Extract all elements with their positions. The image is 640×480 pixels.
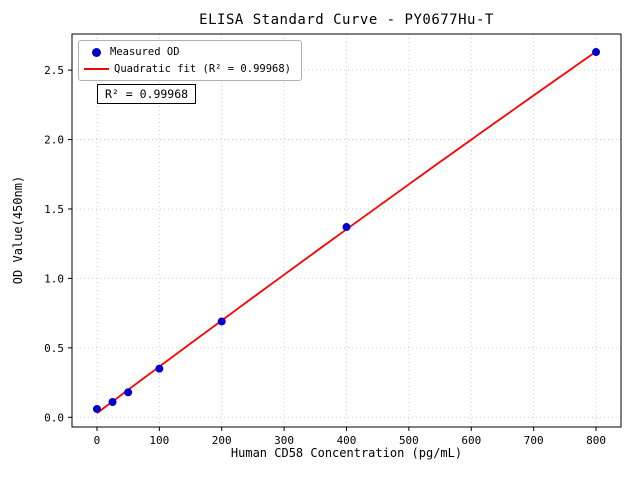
x-tick-label: 500 bbox=[399, 434, 419, 447]
x-tick-label: 200 bbox=[212, 434, 232, 447]
data-point[interactable] bbox=[592, 48, 601, 57]
legend-dot-marker-icon bbox=[92, 47, 101, 57]
legend-line-marker-icon bbox=[84, 68, 109, 70]
data-point[interactable] bbox=[342, 223, 351, 232]
x-tick-label: 800 bbox=[586, 434, 606, 447]
y-tick-label: 2.0 bbox=[44, 134, 64, 147]
x-tick-label: 400 bbox=[337, 434, 357, 447]
x-tick-label: 0 bbox=[94, 434, 101, 447]
legend-entry-measured-od: Measured OD bbox=[83, 46, 291, 58]
x-axis-label: Human CD58 Concentration (pg/mL) bbox=[230, 446, 463, 460]
data-point[interactable] bbox=[92, 404, 101, 413]
y-tick-label: 0.5 bbox=[44, 342, 64, 355]
legend-label-quadratic-fit: Quadratic fit (R² = 0.99968) bbox=[114, 63, 292, 75]
x-tick-label: 600 bbox=[461, 434, 481, 447]
y-tick-label: 1.0 bbox=[44, 272, 64, 285]
x-tick-label: 300 bbox=[274, 434, 294, 447]
chart-title: ELISA Standard Curve - PY0677Hu-T bbox=[199, 12, 494, 28]
y-axis-label: OD Value(450nm) bbox=[11, 175, 25, 285]
data-point[interactable] bbox=[217, 317, 226, 326]
data-point[interactable] bbox=[108, 398, 117, 407]
legend: Measured OD Quadratic fit (R² = 0.99968) bbox=[78, 40, 303, 81]
y-tick-label: 1.5 bbox=[44, 203, 64, 216]
y-tick-label: 0.0 bbox=[44, 411, 64, 424]
legend-entry-quadratic-fit: Quadratic fit (R² = 0.99968) bbox=[83, 63, 291, 75]
r-squared-annotation: R² = 0.99968 bbox=[97, 84, 197, 104]
data-point[interactable] bbox=[155, 364, 164, 373]
legend-label-measured-od: Measured OD bbox=[110, 46, 180, 58]
data-point[interactable] bbox=[124, 388, 133, 397]
x-tick-label: 100 bbox=[149, 434, 169, 447]
y-tick-label: 2.5 bbox=[44, 64, 64, 77]
x-tick-label: 700 bbox=[524, 434, 544, 447]
